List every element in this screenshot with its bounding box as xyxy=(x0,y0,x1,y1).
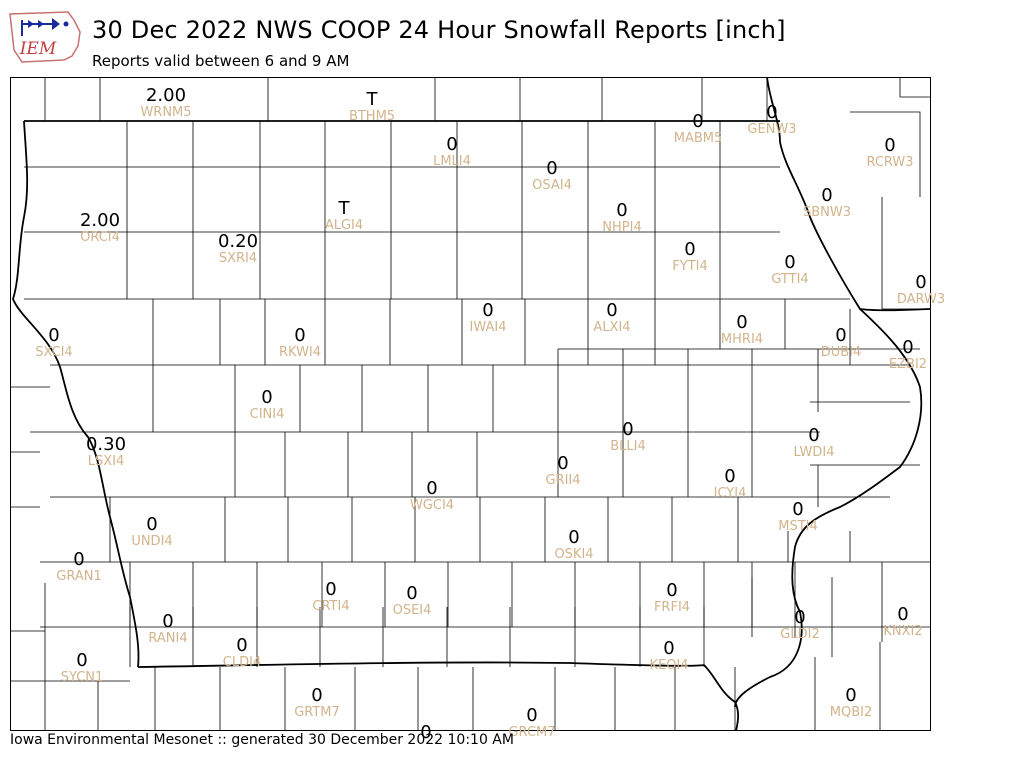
logo-text: IEM xyxy=(19,39,57,59)
county-lines xyxy=(10,77,931,731)
state-borders xyxy=(12,77,931,731)
footer-credit: Iowa Environmental Mesonet :: generated … xyxy=(10,732,514,748)
snowfall-map xyxy=(10,77,931,731)
iem-logo-icon: IEM xyxy=(9,11,81,63)
map-subtitle: Reports valid between 6 and 9 AM xyxy=(92,52,350,70)
map-title: 30 Dec 2022 NWS COOP 24 Hour Snowfall Re… xyxy=(92,16,786,44)
